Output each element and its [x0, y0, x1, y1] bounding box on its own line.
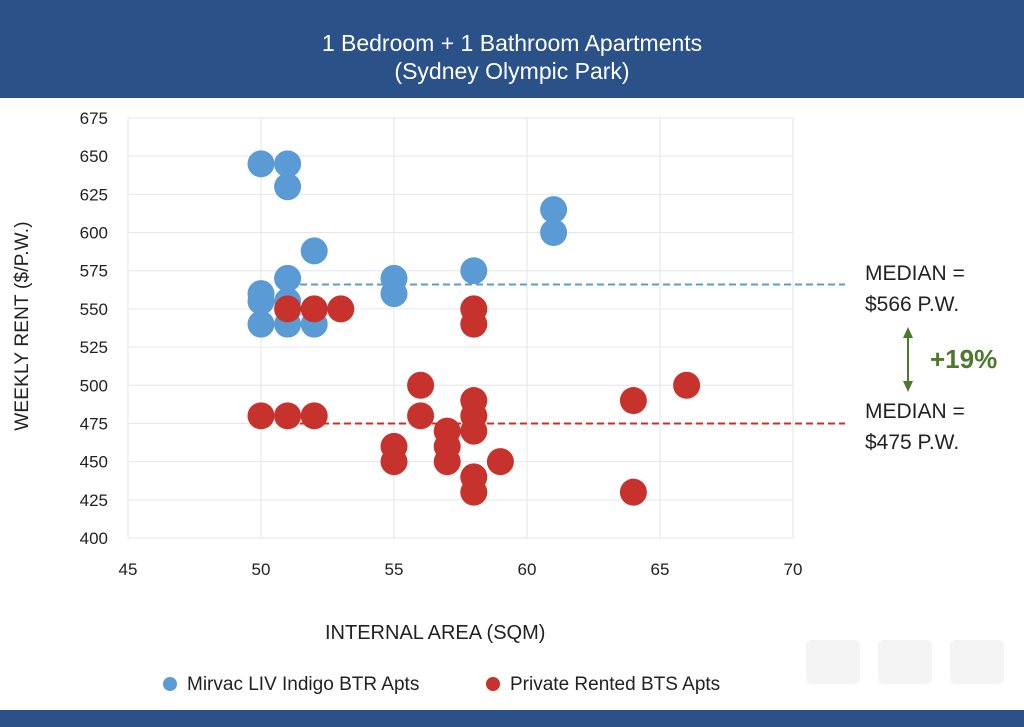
y-tick-label: 650: [80, 147, 108, 166]
data-point-mirvac: [460, 257, 488, 285]
legend-swatch-private: [486, 677, 500, 691]
data-point-private: [300, 295, 328, 323]
x-tick-label: 45: [119, 560, 138, 579]
y-tick-labels: 400 425 450 475 500 525 550 575 600 625 650 675: [80, 109, 108, 548]
y-tick-label: 475: [80, 414, 108, 433]
median-annotation-top: MEDIAN = $566 P.W.: [865, 258, 965, 320]
arrow-head-up: [903, 327, 913, 338]
y-tick-label: 600: [80, 224, 108, 243]
data-point-private: [327, 295, 355, 323]
data-point-mirvac: [300, 237, 328, 265]
x-tick-labels: 45 50 55 60 65 70: [119, 560, 803, 579]
y-tick-label: 625: [80, 185, 108, 204]
data-point-private: [380, 448, 408, 476]
x-axis-title: INTERNAL AREA (SQM): [325, 622, 546, 644]
legend-item-mirvac: Mirvac LIV Indigo BTR Apts: [163, 674, 419, 696]
data-point-mirvac: [540, 196, 568, 224]
legend-label-mirvac: Mirvac LIV Indigo BTR Apts: [187, 674, 420, 695]
y-tick-label: 400: [80, 529, 108, 548]
data-point-mirvac: [247, 287, 275, 315]
y-tick-label: 450: [80, 453, 108, 472]
data-point-private: [460, 310, 488, 338]
y-tick-label: 525: [80, 338, 108, 357]
difference-label: +19%: [930, 344, 998, 374]
data-point-mirvac: [380, 280, 408, 308]
data-point-private: [619, 478, 647, 506]
median-bottom-value: $475 P.W.: [865, 431, 960, 454]
data-point-mirvac: [540, 219, 568, 247]
data-point-private: [673, 371, 701, 399]
arrow-head-down: [903, 381, 913, 392]
legend-item-private: Private Rented BTS Apts: [486, 674, 720, 696]
data-point-private: [460, 478, 488, 506]
y-tick-label: 575: [80, 262, 108, 281]
data-point-private: [433, 448, 461, 476]
ghost-toolbar-button: [950, 640, 1004, 684]
chart-title-line1: 1 Bedroom + 1 Bathroom Apartments: [321, 30, 703, 56]
y-axis-title: WEEKLY RENT ($/P.W.): [12, 221, 33, 431]
chart-header: 1 Bedroom + 1 Bathroom Apartments (Sydne…: [0, 0, 1024, 98]
data-point-private: [300, 402, 328, 430]
data-point-private: [486, 448, 514, 476]
x-tick-label: 60: [518, 560, 537, 579]
median-lines: [300, 283, 845, 425]
median-bottom-label: MEDIAN =: [865, 400, 965, 423]
data-point-private: [407, 371, 435, 399]
data-point-private: [274, 402, 302, 430]
ghost-toolbar-button: [806, 640, 860, 684]
data-point-mirvac: [274, 264, 302, 292]
y-tick-label: 425: [80, 491, 108, 510]
x-tick-label: 50: [252, 560, 271, 579]
x-tick-label: 70: [784, 560, 803, 579]
ghost-toolbar-button: [878, 640, 932, 684]
median-annotation-bottom: MEDIAN = $475 P.W.: [865, 396, 965, 458]
data-point-mirvac: [274, 173, 302, 201]
data-points: [247, 150, 701, 506]
data-point-private: [274, 295, 302, 323]
data-point-private: [619, 387, 647, 415]
median-top-value: $566 P.W.: [865, 293, 960, 316]
y-tick-label: 500: [80, 376, 108, 395]
difference-arrow: [903, 327, 913, 392]
data-point-private: [460, 417, 488, 445]
data-point-private: [407, 402, 435, 430]
footer-bar: [0, 710, 1024, 727]
data-point-private: [247, 402, 275, 430]
median-top-label: MEDIAN =: [865, 262, 965, 285]
legend-swatch-mirvac: [163, 677, 177, 691]
chart-title-line2: (Sydney Olympic Park): [394, 58, 630, 84]
data-point-mirvac: [247, 150, 275, 178]
x-tick-label: 55: [385, 560, 404, 579]
data-point-mirvac: [247, 310, 275, 338]
y-tick-label: 550: [80, 300, 108, 319]
x-tick-label: 65: [651, 560, 670, 579]
data-point-mirvac: [274, 150, 302, 178]
y-tick-label: 675: [80, 109, 108, 128]
legend-label-private: Private Rented BTS Apts: [510, 674, 721, 695]
